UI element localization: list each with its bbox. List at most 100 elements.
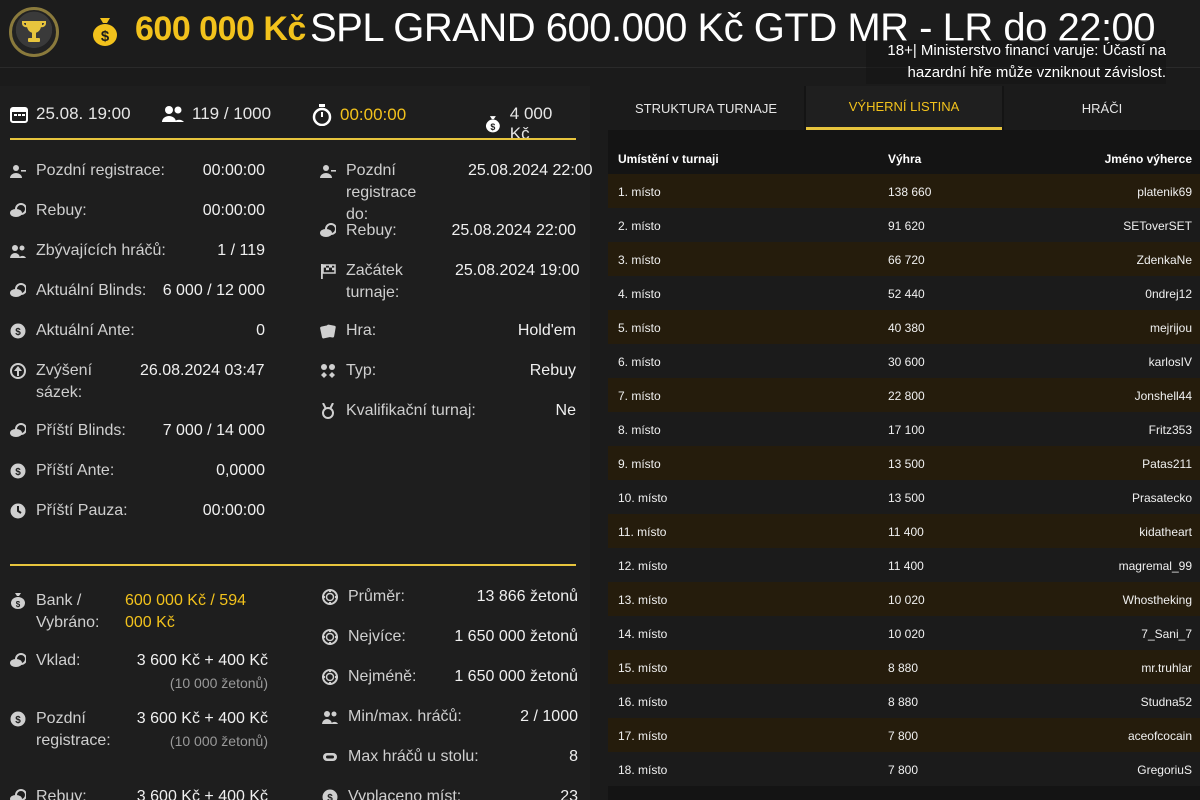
value-typ: Rebuy [436, 360, 576, 382]
cell-prize: 22 800 [888, 389, 925, 403]
label-text: Pozdní registrace: [36, 710, 111, 749]
cell-winner: magremal_99 [1118, 559, 1192, 573]
user-icon [10, 163, 26, 179]
value-text: 13 866 žetonů [476, 588, 578, 605]
table-icon [322, 749, 338, 765]
value-text: 25.08.2024 19:00 [455, 262, 580, 279]
value-min-max-hracu: 2 / 1000 [418, 706, 578, 728]
players-icon [322, 709, 338, 725]
label-pozdni-registrace-do: Pozdní registrace do: [320, 160, 440, 226]
cell-placement: 8. místo [618, 423, 661, 437]
chips-icon [10, 789, 27, 800]
label-text: Vklad: [36, 652, 81, 669]
cell-winner: karlosIV [1148, 355, 1192, 369]
chips-icon [10, 653, 27, 669]
trophy-logo-icon [9, 7, 59, 57]
label-typ: Typ: [320, 360, 480, 382]
label-text: Příští Blinds: [36, 422, 126, 439]
value-text: Hold'em [517, 322, 576, 339]
tournament-info-panel: 25.08. 19:00 119 / 1000 00:00:00 $ 4 000… [0, 86, 593, 800]
label-nejmene: Nejméně: [322, 666, 502, 688]
cell-placement: 14. místo [618, 627, 668, 641]
cell-winner: Prasatecko [1131, 491, 1192, 505]
label-text: Začátek turnaje: [346, 262, 403, 301]
clock-icon [10, 503, 26, 519]
label-zvyseni-sazek: Zvýšení sázek: [10, 360, 120, 404]
label-text: Nejméně: [348, 668, 417, 685]
timer: 00:00:00 [312, 104, 406, 126]
cell-winner: Jonshell44 [1134, 389, 1192, 403]
table-row: 17. místo 7 800 aceofcocain [608, 718, 1200, 752]
cell-placement: 3. místo [618, 253, 661, 267]
label-nejvice: Nejvíce: [322, 626, 502, 648]
value-text: 600 000 Kč / 594 000 Kč [125, 592, 246, 631]
label-kvalifikacni-turnaj: Kvalifikační turnaj: [320, 400, 480, 422]
timer-text: 00:00:00 [340, 105, 407, 124]
value-text: 00:00:00 [202, 502, 265, 519]
value-text: 1 650 000 žetonů [454, 628, 578, 645]
value-text: 00:00:00 [202, 162, 265, 179]
label-zacatek-turnaje: Začátek turnaje: [320, 260, 440, 304]
value-zvyseni-sazek: 26.08.2024 03:47 [140, 360, 270, 382]
cell-winner: kidatheart [1139, 525, 1192, 539]
flag-icon [320, 263, 336, 279]
value-text: 8 [569, 748, 578, 765]
cell-placement: 4. místo [618, 287, 661, 301]
cell-winner: Fritz353 [1148, 423, 1192, 437]
table-row: 14. místo 10 020 7_Sani_7 [608, 616, 1200, 650]
table-row: 12. místo 11 400 magremal_99 [608, 548, 1200, 582]
cell-placement: 9. místo [618, 457, 661, 471]
cell-prize: 7 800 [888, 729, 919, 743]
label-aktualni-ante: $ Aktuální Ante: [10, 320, 210, 342]
label-text: Min/max. hráčů: [348, 708, 462, 725]
cell-prize: 40 380 [888, 321, 925, 335]
table-row: 7. místo 22 800 Jonshell44 [608, 378, 1200, 412]
label-max-hracu-u-stolu: Max hráčů u stolu: [322, 746, 502, 768]
value-max-hracu-u-stolu: 8 [418, 746, 578, 768]
cell-placement: 16. místo [618, 695, 668, 709]
cell-prize: 7 800 [888, 763, 919, 777]
value-zbyvajicich-hracu: 1 / 119 [145, 240, 265, 262]
label-hra: Hra: [320, 320, 480, 342]
value-text: 0,0000 [216, 462, 265, 479]
tab-struktura-turnaje[interactable]: STRUKTURA TURNAJE [608, 86, 804, 130]
cell-placement: 12. místo [618, 559, 668, 573]
label-text: Zbývajících hráčů: [36, 242, 166, 259]
money-bag-icon: $ [485, 116, 500, 133]
value-text: 1 650 000 žetonů [454, 668, 578, 685]
value-hra: Hold'em [436, 320, 576, 342]
chips-icon [10, 423, 27, 439]
tab-vyherni-listina[interactable]: VÝHERNÍ LISTINA [806, 86, 1002, 130]
cell-prize: 52 440 [888, 287, 925, 301]
label-text: Příští Pauza: [36, 502, 128, 519]
cell-prize: 30 600 [888, 355, 925, 369]
value-bank-vybrano: 600 000 Kč / 594 000 Kč [125, 590, 265, 634]
cell-winner: 0ndrej12 [1145, 287, 1192, 301]
cell-winner: 7_Sani_7 [1141, 627, 1192, 641]
value-text: 0 [256, 322, 265, 339]
value-nejmene: 1 650 000 žetonů [418, 666, 578, 688]
suits-icon [320, 363, 336, 379]
gambling-warning: 18+| Ministerstvo financí varuje: Účastí… [866, 40, 1166, 84]
value-nejvice: 1 650 000 žetonů [418, 626, 578, 648]
label-text: Pozdní registrace: [36, 162, 165, 179]
cell-placement: 15. místo [618, 661, 668, 675]
label-text: Příští Ante: [36, 462, 115, 479]
cell-winner: Studna52 [1140, 695, 1192, 709]
player-count-text: 119 / 1000 [192, 104, 272, 123]
start-date: 25.08. 19:00 [10, 104, 131, 124]
value-rebuy: 3 600 Kč + 400 Kč [128, 786, 268, 800]
value-kvalifikacni-turnaj: Ne [436, 400, 576, 422]
tab-hraci[interactable]: HRÁČI [1004, 86, 1200, 130]
table-row: 4. místo 52 440 0ndrej12 [608, 276, 1200, 310]
svg-text:$: $ [490, 122, 495, 132]
label-text: Vyplaceno míst: [348, 788, 462, 800]
summary-bar: 25.08. 19:00 119 / 1000 00:00:00 $ 4 000… [10, 104, 576, 143]
cell-prize: 66 720 [888, 253, 925, 267]
value-text: 25.08.2024 22:00 [451, 222, 576, 239]
cell-prize: 13 500 [888, 491, 925, 505]
stopwatch-icon [312, 104, 332, 126]
value-subtext: (10 000 žetonů) [169, 675, 268, 691]
value-pristi-ante: 0,0000 [145, 460, 265, 482]
value-pozdni-registrace: 00:00:00 [145, 160, 265, 182]
